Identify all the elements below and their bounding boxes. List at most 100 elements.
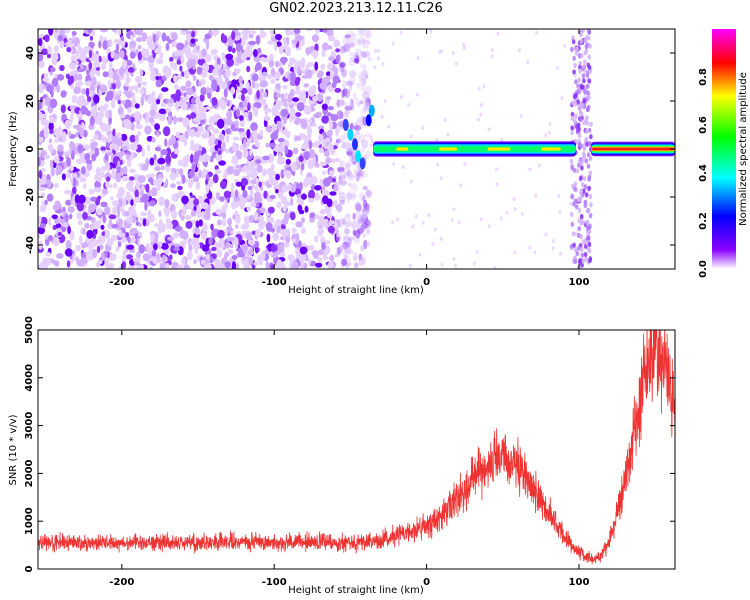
- streak-speck: [587, 185, 591, 191]
- noise-speck: [120, 133, 128, 141]
- noise-speck: [353, 251, 358, 259]
- noise-speck: [353, 58, 360, 64]
- streak-speck: [587, 35, 591, 41]
- streak-speck: [573, 186, 577, 192]
- streak-speck: [570, 115, 575, 121]
- noise-speck: [281, 184, 288, 193]
- noise-speck: [353, 262, 359, 269]
- noise-speck: [65, 240, 72, 249]
- noise-speck: [211, 97, 218, 106]
- streak-speck: [570, 46, 574, 53]
- noise-speck: [338, 218, 344, 228]
- noise-speck: [328, 220, 336, 225]
- noise-speck: [121, 255, 126, 264]
- noise-speck: [138, 231, 142, 238]
- noise-speck: [196, 125, 205, 133]
- noise-speck: [72, 177, 77, 187]
- noise-speck: [250, 201, 257, 208]
- noise-speck: [56, 74, 65, 81]
- streak-speck: [570, 130, 574, 136]
- noise-speck: [249, 148, 253, 156]
- noise-speck: [214, 165, 219, 171]
- noise-speck: [146, 144, 151, 152]
- noise-speck: [215, 169, 222, 175]
- noise-speck: [252, 136, 259, 142]
- noise-speck: [235, 42, 241, 52]
- noise-speck: [193, 205, 197, 211]
- x-tick-label: 100: [569, 277, 590, 288]
- noise-speck: [59, 64, 65, 72]
- noise-speck: [130, 232, 135, 237]
- noise-speck: [452, 257, 456, 261]
- noise-speck: [64, 119, 72, 128]
- noise-speck: [329, 191, 337, 196]
- noise-speck: [320, 63, 326, 70]
- noise-speck: [109, 62, 113, 71]
- streak-speck: [574, 113, 578, 119]
- noise-speck: [317, 111, 322, 118]
- noise-speck: [328, 170, 335, 176]
- noise-speck: [106, 238, 114, 247]
- noise-speck: [67, 39, 73, 48]
- noise-speck: [75, 158, 83, 165]
- noise-speck: [294, 90, 302, 95]
- noise-speck: [109, 184, 113, 189]
- noise-speck: [462, 46, 466, 50]
- noise-speck: [230, 191, 235, 199]
- noise-speck: [93, 239, 101, 245]
- noise-speck: [346, 213, 352, 222]
- noise-speck: [116, 164, 121, 173]
- noise-speck: [535, 30, 539, 35]
- noise-speck: [401, 165, 405, 170]
- streak-speck: [584, 192, 589, 198]
- noise-speck: [296, 193, 303, 198]
- noise-speck: [87, 96, 92, 102]
- noise-speck: [327, 261, 334, 269]
- noise-speck: [88, 41, 95, 48]
- noise-speck: [318, 148, 325, 154]
- noise-speck: [126, 254, 133, 260]
- noise-speck: [237, 252, 245, 258]
- noise-speck: [308, 244, 315, 251]
- noise-speck: [77, 98, 85, 107]
- noise-speck: [117, 99, 121, 105]
- noise-speck: [38, 169, 43, 180]
- streak-speck: [577, 77, 581, 83]
- streak-speck: [584, 69, 588, 75]
- noise-speck: [325, 45, 333, 50]
- noise-speck: [359, 100, 364, 105]
- noise-speck: [179, 134, 186, 142]
- streak-speck: [579, 84, 584, 90]
- noise-speck: [247, 249, 254, 256]
- noise-speck: [246, 65, 251, 73]
- noise-speck: [108, 214, 117, 220]
- noise-speck: [416, 56, 420, 61]
- noise-speck: [348, 56, 356, 67]
- noise-speck: [558, 210, 562, 215]
- noise-speck: [95, 208, 103, 216]
- noise-speck: [125, 76, 131, 83]
- noise-speck: [246, 129, 251, 139]
- noise-speck: [327, 129, 333, 137]
- noise-speck: [240, 178, 249, 187]
- noise-speck: [214, 262, 221, 269]
- noise-speck: [275, 189, 279, 194]
- noise-speck: [151, 91, 156, 96]
- y-tick-label: 0: [24, 565, 35, 572]
- noise-speck: [370, 139, 374, 144]
- noise-speck: [335, 56, 341, 65]
- noise-speck: [443, 117, 447, 122]
- noise-speck: [231, 261, 237, 269]
- noise-speck: [138, 244, 145, 254]
- noise-speck: [248, 33, 254, 39]
- noise-speck: [318, 133, 324, 142]
- noise-speck: [181, 162, 189, 168]
- noise-speck: [218, 238, 225, 246]
- noise-speck: [59, 39, 65, 49]
- noise-speck: [82, 144, 91, 149]
- noise-speck: [76, 201, 84, 212]
- noise-speck: [226, 236, 235, 242]
- noise-speck: [73, 73, 79, 82]
